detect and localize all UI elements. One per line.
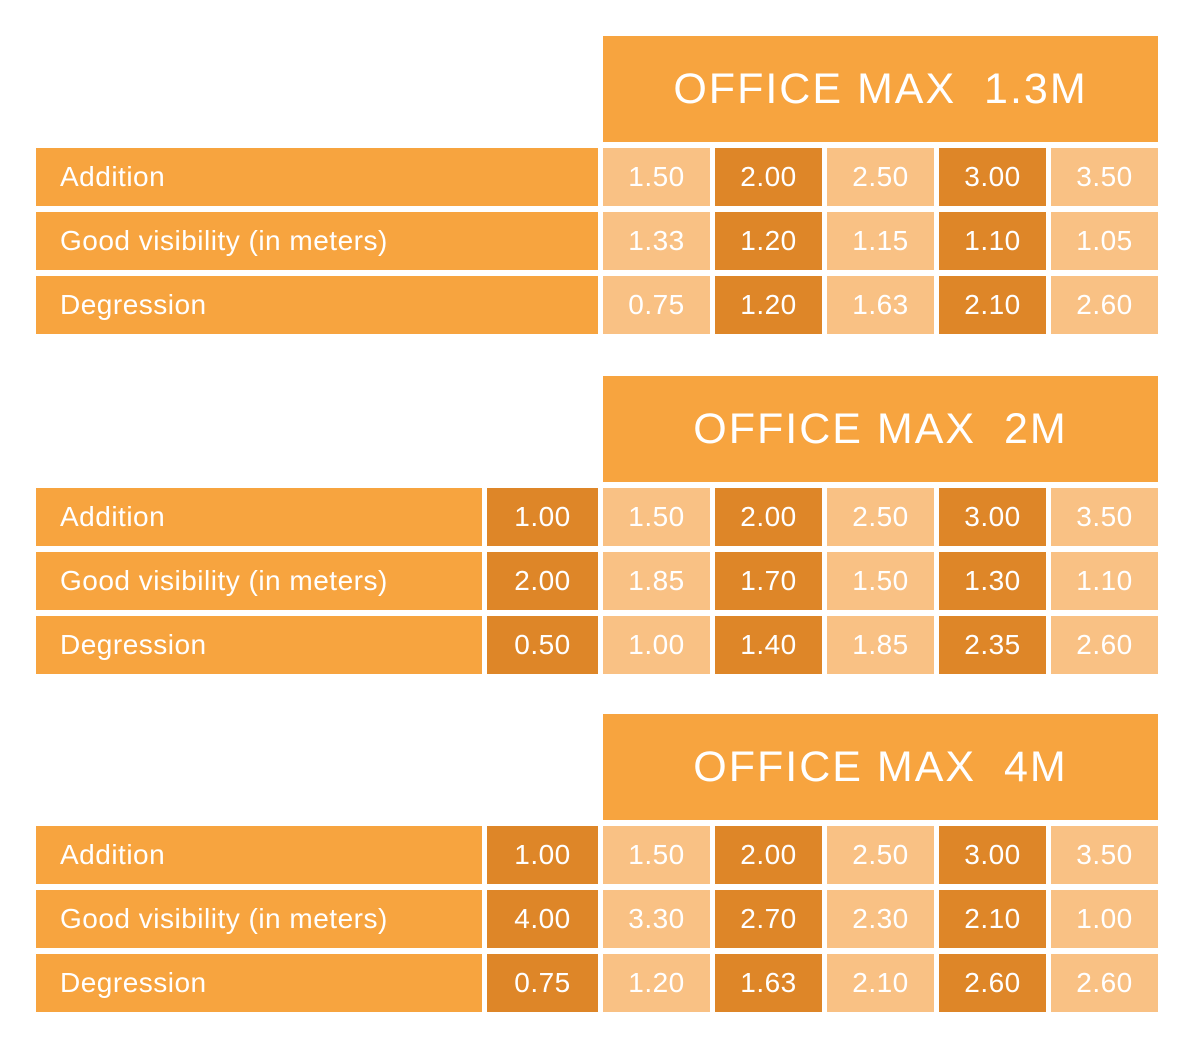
value-cell: 1.85 [603,552,710,610]
lead-value-cell: 1.00 [487,826,598,884]
row-label-addition: Addition [36,826,482,884]
lead-value-cell: 4.00 [487,890,598,948]
value-cell: 1.50 [603,148,710,206]
row-label-good-visibility: Good visibility (in meters) [36,212,598,270]
value-cell: 2.30 [827,890,934,948]
value-cell: 1.63 [827,276,934,334]
value-cell: 1.40 [715,616,822,674]
value-cell: 3.50 [1051,488,1158,546]
row-label-degression: Degression [36,616,482,674]
table-title: OFFICE MAX 1.3M [603,36,1158,142]
value-cell: 3.00 [939,826,1046,884]
row-label-addition: Addition [36,148,598,206]
value-cell: 3.00 [939,488,1046,546]
value-cell: 1.20 [715,276,822,334]
value-cell: 2.60 [939,954,1046,1012]
value-cell: 2.00 [715,826,822,884]
value-cell: 1.00 [603,616,710,674]
value-cell: 1.50 [603,826,710,884]
table-title: OFFICE MAX 2M [603,376,1158,482]
value-cell: 1.33 [603,212,710,270]
row-label-degression: Degression [36,954,482,1012]
value-cell: 3.50 [1051,826,1158,884]
value-cell: 2.70 [715,890,822,948]
lead-value-cell: 1.00 [487,488,598,546]
lead-value-cell: 0.50 [487,616,598,674]
value-cell: 3.50 [1051,148,1158,206]
value-cell: 2.50 [827,148,934,206]
value-cell: 1.85 [827,616,934,674]
value-cell: 1.30 [939,552,1046,610]
value-cell: 2.50 [827,488,934,546]
value-cell: 1.20 [603,954,710,1012]
table-title: OFFICE MAX 4M [603,714,1158,820]
office-max-1-3m-table: OFFICE MAX 1.3M Addition 1.50 2.00 2.50 … [36,36,1158,334]
value-cell: 2.10 [939,276,1046,334]
value-cell: 2.60 [1051,276,1158,334]
value-cell: 3.30 [603,890,710,948]
row-label-addition: Addition [36,488,482,546]
office-max-4m-table: OFFICE MAX 4M Addition 1.00 1.50 2.00 2.… [36,714,1158,1012]
value-cell: 1.50 [603,488,710,546]
value-cell: 1.20 [715,212,822,270]
value-cell: 2.10 [827,954,934,1012]
value-cell: 2.60 [1051,616,1158,674]
value-cell: 1.15 [827,212,934,270]
value-cell: 2.60 [1051,954,1158,1012]
value-cell: 2.35 [939,616,1046,674]
lead-value-cell: 0.75 [487,954,598,1012]
value-cell: 2.50 [827,826,934,884]
value-cell: 0.75 [603,276,710,334]
row-label-good-visibility: Good visibility (in meters) [36,552,482,610]
value-cell: 1.70 [715,552,822,610]
value-cell: 2.00 [715,488,822,546]
value-cell: 1.00 [1051,890,1158,948]
value-cell: 1.50 [827,552,934,610]
value-cell: 2.00 [715,148,822,206]
row-label-degression: Degression [36,276,598,334]
value-cell: 1.10 [939,212,1046,270]
value-cell: 1.10 [1051,552,1158,610]
value-cell: 2.10 [939,890,1046,948]
lead-value-cell: 2.00 [487,552,598,610]
value-cell: 3.00 [939,148,1046,206]
office-max-2m-table: OFFICE MAX 2M Addition 1.00 1.50 2.00 2.… [36,376,1158,674]
row-label-good-visibility: Good visibility (in meters) [36,890,482,948]
value-cell: 1.63 [715,954,822,1012]
value-cell: 1.05 [1051,212,1158,270]
